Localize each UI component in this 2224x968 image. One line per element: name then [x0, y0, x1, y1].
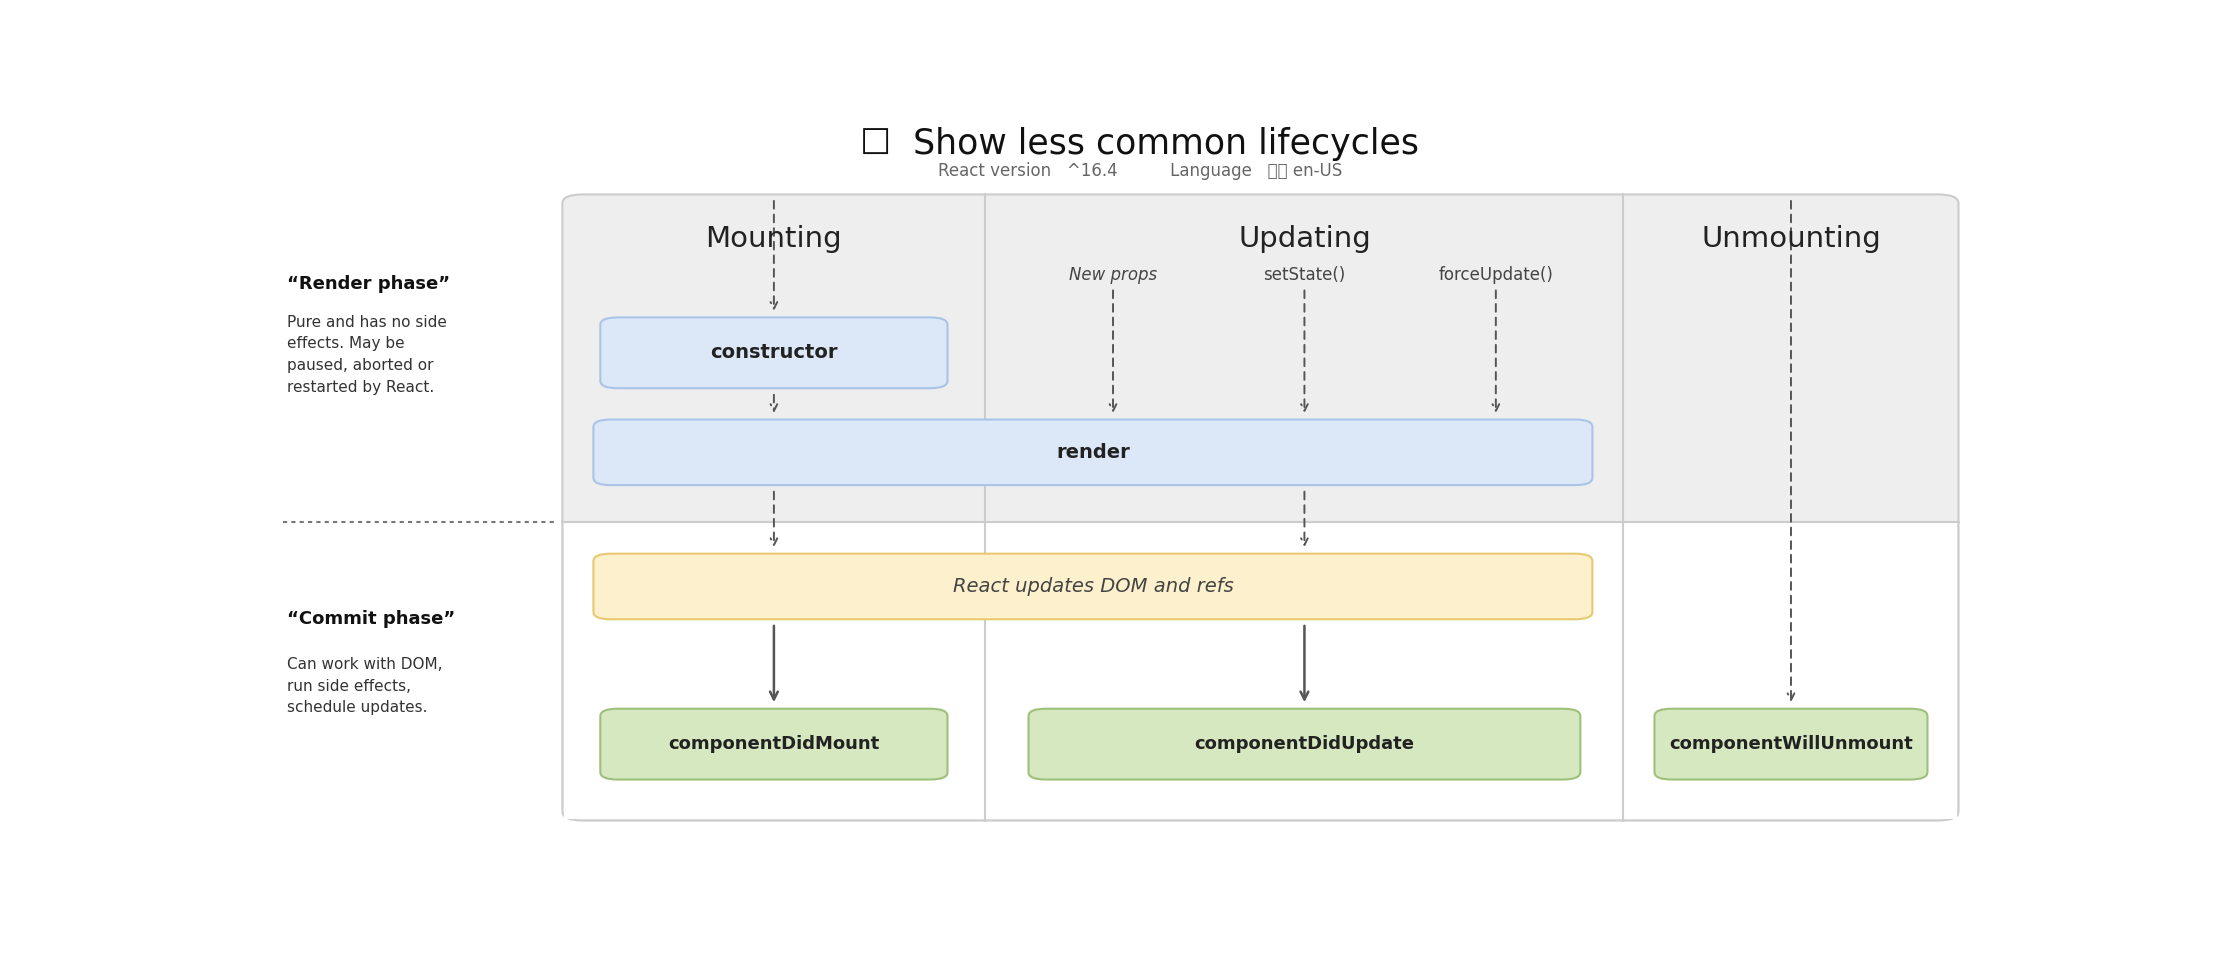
Text: Can work with DOM,
run side effects,
schedule updates.: Can work with DOM, run side effects, sch…: [287, 657, 443, 715]
Text: constructor: constructor: [709, 344, 838, 362]
Text: React updates DOM and refs: React updates DOM and refs: [952, 577, 1234, 596]
Text: Mounting: Mounting: [705, 226, 843, 254]
Text: Updating: Updating: [1239, 226, 1370, 254]
Text: setState(): setState(): [1263, 266, 1346, 284]
Text: componentWillUnmount: componentWillUnmount: [1668, 735, 1913, 753]
Text: forceUpdate(): forceUpdate(): [1439, 266, 1552, 284]
Text: New props: New props: [1070, 266, 1156, 284]
Text: render: render: [1056, 442, 1130, 462]
Text: “Render phase”: “Render phase”: [287, 275, 449, 293]
Text: ☐  Show less common lifecycles: ☐ Show less common lifecycles: [861, 128, 1419, 162]
FancyBboxPatch shape: [600, 709, 947, 779]
Text: Pure and has no side
effects. May be
paused, aborted or
restarted by React.: Pure and has no side effects. May be pau…: [287, 315, 447, 395]
FancyBboxPatch shape: [563, 195, 1959, 821]
FancyBboxPatch shape: [1655, 709, 1928, 779]
Text: React version   ^16.4          Language   🇺🇸 en-US: React version ^16.4 Language 🇺🇸 en-US: [939, 162, 1341, 180]
Text: componentDidMount: componentDidMount: [667, 735, 878, 753]
Text: componentDidUpdate: componentDidUpdate: [1194, 735, 1414, 753]
FancyBboxPatch shape: [600, 318, 947, 388]
FancyBboxPatch shape: [565, 523, 1957, 819]
FancyBboxPatch shape: [1027, 709, 1581, 779]
Text: Unmounting: Unmounting: [1701, 226, 1882, 254]
Text: “Commit phase”: “Commit phase”: [287, 610, 456, 628]
FancyBboxPatch shape: [594, 554, 1592, 620]
FancyBboxPatch shape: [594, 419, 1592, 485]
